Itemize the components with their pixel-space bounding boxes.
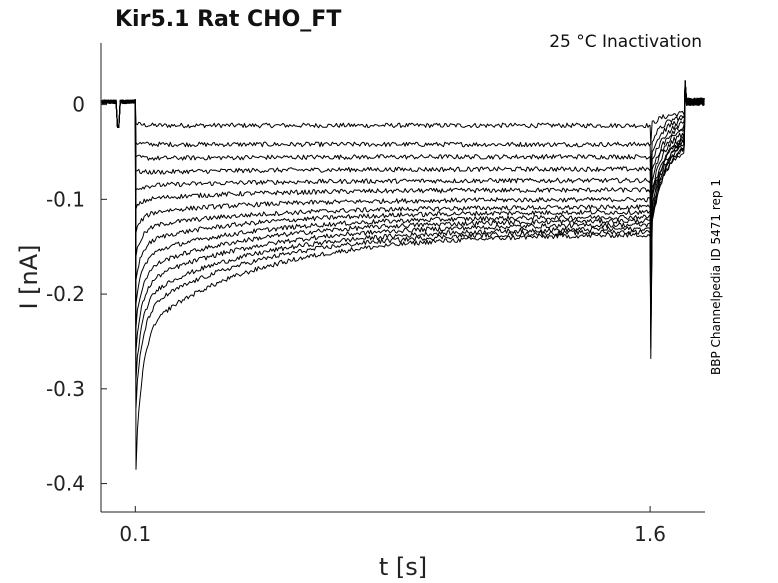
current-trace-14 [100, 80, 705, 409]
current-trace-5 [100, 80, 705, 231]
current-trace-11 [100, 80, 705, 328]
current-trace-9 [100, 80, 705, 292]
x-axis-label: t [s] [379, 553, 427, 581]
current-trace-13 [100, 80, 705, 380]
y-tick-label: -0.4 [46, 472, 85, 496]
current-trace-3 [101, 80, 705, 192]
current-trace-8 [100, 80, 705, 280]
current-trace-10 [100, 80, 705, 305]
x-ticks: 0.1 1.6 [119, 506, 666, 546]
current-trace-7 [100, 80, 705, 265]
current-trace-4 [100, 80, 705, 212]
source-id-label: BBP Channelpedia ID 5471 rep 1 [709, 179, 723, 375]
x-tick-label: 1.6 [634, 522, 666, 546]
current-trace-12 [100, 80, 705, 352]
y-axis-label: I [nA] [15, 244, 43, 309]
current-trace-2 [100, 80, 705, 172]
y-tick-label: -0.3 [46, 377, 85, 401]
current-trace-6 [100, 80, 705, 248]
y-tick-label: 0 [72, 93, 85, 117]
y-tick-label: -0.1 [46, 187, 85, 211]
current-traces [100, 80, 705, 470]
chart-subtitle: 25 °C Inactivation [549, 32, 702, 52]
current-trace-15 [100, 80, 705, 470]
y-tick-label: -0.2 [46, 282, 85, 306]
x-tick-label: 0.1 [119, 522, 151, 546]
current-trace-1 [100, 80, 705, 145]
y-ticks: 0 -0.1 -0.2 -0.3 -0.4 [46, 93, 107, 496]
chart-title: Kir5.1 Rat CHO_FT [115, 7, 341, 32]
